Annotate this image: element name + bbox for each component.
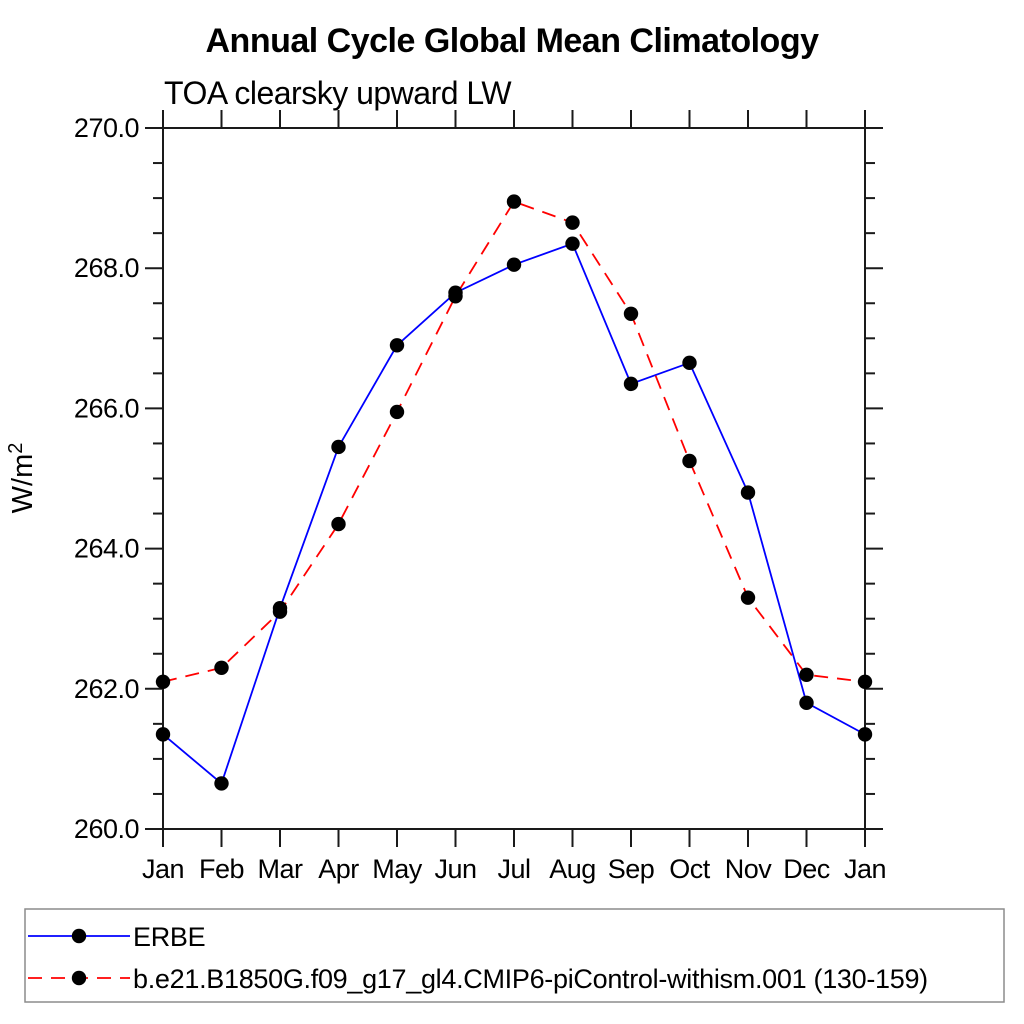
data-point-erbe (682, 355, 697, 371)
data-point-erbe (155, 727, 171, 742)
series-line-erbe (162, 242, 866, 785)
x-tick-label: Jan (844, 854, 886, 884)
series-line-model (162, 200, 866, 683)
x-tick-label: Nov (725, 854, 773, 884)
data-series (155, 194, 873, 791)
legend-marker-dot (71, 970, 87, 986)
x-tick-label: Mar (258, 854, 304, 884)
x-tick-label: Dec (783, 854, 830, 884)
data-point-model (214, 660, 229, 675)
y-tick-labels: 260.0 262.0 264.0 266.0 268.0 270.0 (74, 113, 140, 844)
y-tick-label: 268.0 (74, 253, 139, 283)
legend: ERBE b.e21.B1850G.f09_g17_gl4.CMIP6-piCon… (24, 908, 1005, 1003)
x-tick-label: Jan (142, 854, 184, 884)
data-point-erbe (623, 376, 639, 392)
data-point-erbe (214, 776, 229, 791)
data-point-model (155, 674, 171, 689)
x-tick-label: Feb (199, 854, 244, 884)
data-point-erbe (857, 727, 873, 742)
x-tick-label: Aug (549, 854, 596, 884)
x-tick-label: May (372, 854, 423, 884)
y-axis-label: W/m2 (5, 443, 39, 514)
data-point-erbe (565, 236, 580, 251)
data-point-erbe (740, 485, 756, 500)
data-point-erbe (506, 257, 522, 272)
data-point-model (389, 404, 405, 420)
data-point-model (448, 289, 463, 304)
plot-frame (162, 127, 866, 830)
data-point-erbe (799, 695, 814, 711)
legend-box (24, 908, 1005, 1003)
data-point-erbe (331, 439, 346, 455)
legend-label: b.e21.B1850G.f09_g17_gl4.CMIP6-piControl… (133, 964, 928, 994)
x-tick-label: Oct (669, 854, 711, 884)
x-tick-label: Jul (497, 854, 530, 884)
data-point-model (623, 306, 639, 321)
y-tick-label: 264.0 (74, 534, 139, 564)
y-tick-label: 266.0 (74, 393, 139, 423)
data-point-erbe (389, 338, 405, 353)
y-tick-label: 270.0 (74, 113, 139, 143)
legend-label: ERBE (133, 922, 205, 952)
y-tick-label: 260.0 (74, 814, 139, 844)
x-tick-label: Apr (318, 854, 359, 884)
data-point-model (740, 590, 756, 605)
axes (145, 110, 883, 847)
x-tick-label: Sep (608, 854, 655, 884)
data-point-model (272, 604, 288, 619)
legend-marker-dot (71, 928, 87, 944)
data-point-model (857, 674, 873, 689)
x-tick-labels: Jan Feb Mar Apr May Jun Jul Aug Sep Oct Nov Dec Jan (142, 854, 887, 884)
y-axis-label-exponent: 2 (5, 443, 27, 454)
chart-subtitle: TOA clearsky upward LW (164, 75, 512, 111)
y-axis-label-group: W/m2 (5, 443, 39, 514)
data-point-model (331, 516, 346, 532)
chart-title: Annual Cycle Global Mean Climatology (206, 22, 820, 60)
data-point-model (506, 194, 522, 209)
data-point-model (682, 453, 697, 469)
data-point-model (565, 215, 580, 230)
data-point-model (799, 667, 814, 682)
x-tick-label: Jun (434, 854, 476, 884)
y-tick-label: 262.0 (74, 674, 139, 704)
